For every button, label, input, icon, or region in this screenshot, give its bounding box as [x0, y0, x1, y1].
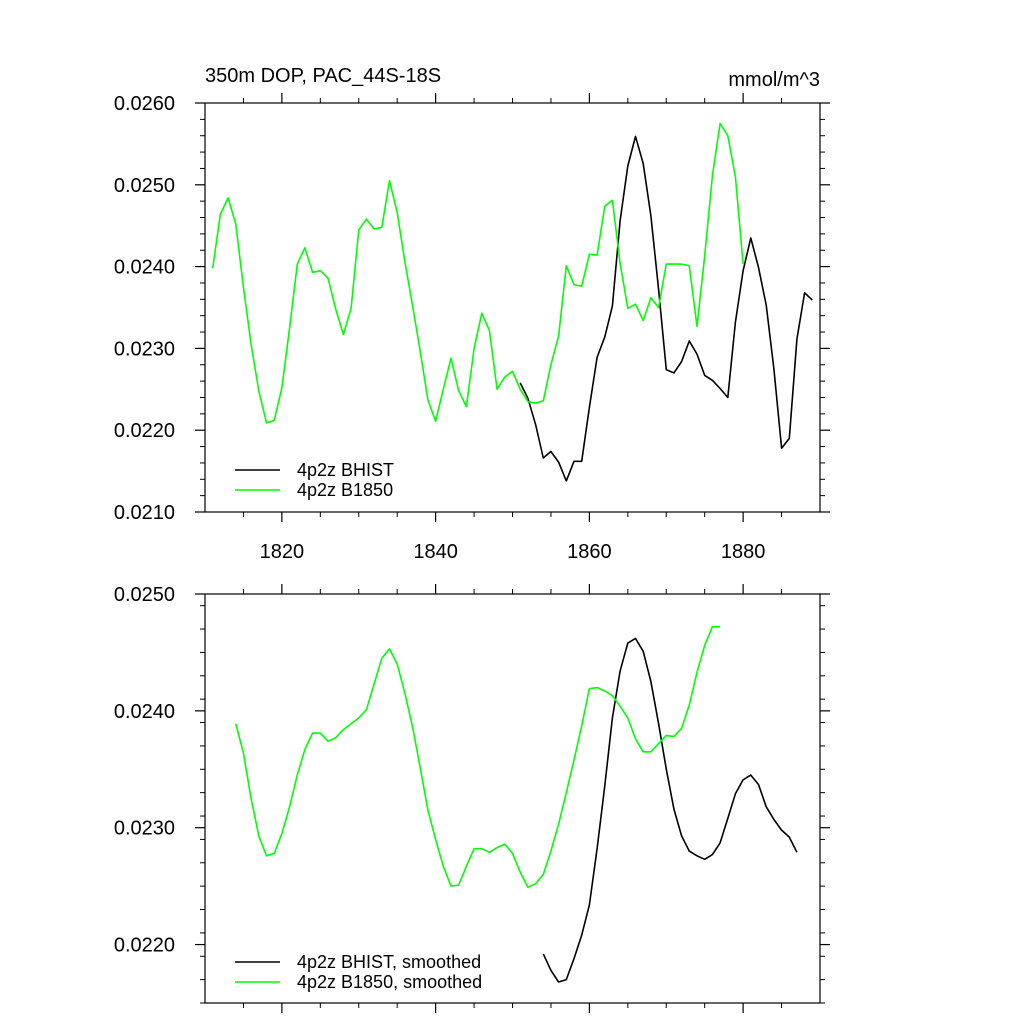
y-tick-label: 0.0240	[114, 701, 175, 723]
y-tick-label: 0.0260	[114, 93, 175, 115]
y-tick-label: 0.0250	[114, 584, 175, 606]
series-line-0	[519, 135, 813, 482]
y-tick-label: 0.0220	[114, 935, 175, 957]
y-tick-label: 0.0220	[114, 420, 175, 442]
bottom-plot-frame	[204, 593, 821, 1004]
x-tick-label: 1880	[721, 541, 766, 563]
bottom-series	[235, 625, 798, 983]
series-line-1	[211, 122, 744, 424]
legend-label: 4p2z B1850, smoothed	[297, 972, 482, 992]
legend-label: 4p2z B1850	[297, 480, 393, 500]
x-tick-label: 1840	[413, 541, 458, 563]
legend-label: 4p2z BHIST	[297, 460, 394, 480]
top-ticks: 1820 1840 1860 1880 0.0210 0.0220 0.0230 0.0240…	[114, 93, 830, 563]
bottom-panel: 0.0220 0.0230 0.0240 0.0250 4p2z BHIST, smo…	[114, 584, 830, 1013]
top-plot-frame	[204, 102, 821, 513]
bottom-ticks: 0.0220 0.0230 0.0240 0.0250	[114, 584, 830, 1013]
x-tick-label: 1820	[260, 541, 305, 563]
series-line-1	[235, 625, 721, 889]
legend-label: 4p2z BHIST, smoothed	[297, 952, 481, 972]
top-title: 350m DOP, PAC_44S-18S	[205, 65, 441, 87]
top-units: mmol/m^3	[728, 69, 820, 91]
series-line-0	[542, 637, 798, 983]
top-series	[211, 122, 813, 482]
top-panel: 350m DOP, PAC_44S-18S mmol/m^3 1820 1840 1…	[114, 65, 830, 563]
y-tick-label: 0.0230	[114, 818, 175, 840]
x-tick-label: 1860	[567, 541, 612, 563]
y-tick-label: 0.0240	[114, 257, 175, 279]
y-tick-label: 0.0210	[114, 502, 175, 524]
y-tick-label: 0.0230	[114, 338, 175, 360]
y-tick-label: 0.0250	[114, 175, 175, 197]
